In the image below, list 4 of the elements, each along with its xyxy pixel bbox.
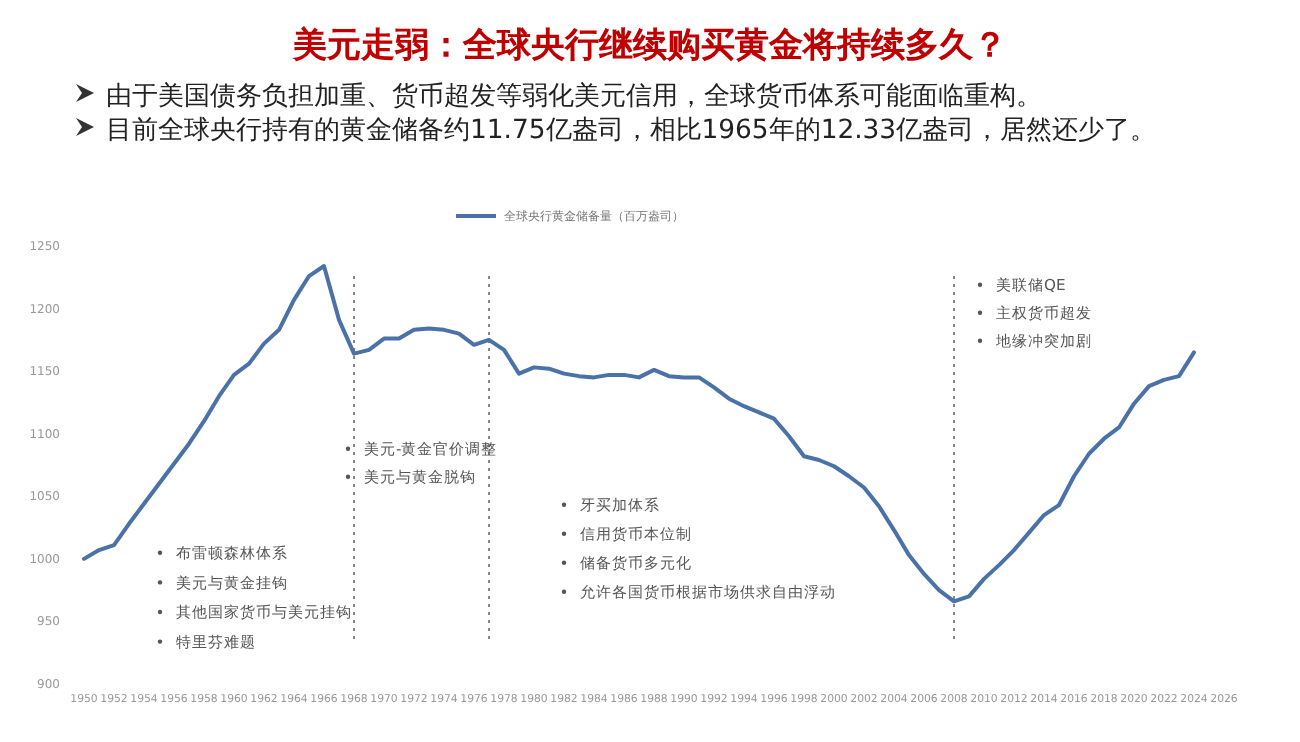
chart-subtitle: 由于美国债务负担加重、货币超发等弱化美元信用，全球货币体系可能面临重构。 — [106, 80, 1042, 112]
chart-title: 美元走弱：全球央行继续购买黄金将持续多久？ — [291, 26, 1007, 66]
line-series — [82, 264, 1196, 604]
text: 目前全球央行持有的黄金储备约11.75亿盎司，相比1965年的12.33亿盎司，居然还少了。 — [106, 116, 1157, 146]
